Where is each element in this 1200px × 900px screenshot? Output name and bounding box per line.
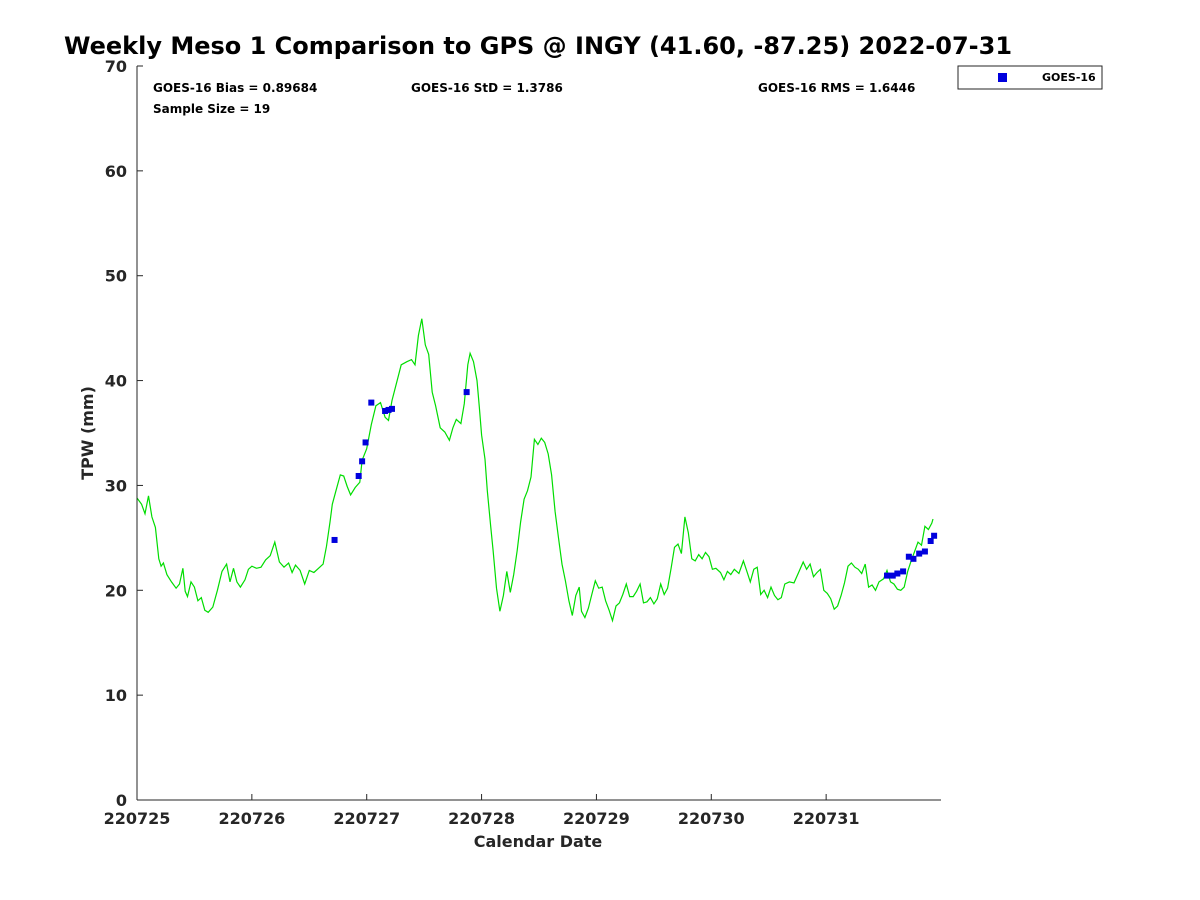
y-ticks: 0 10 20 30 40 50 60 70 bbox=[105, 57, 143, 810]
x-tick-label: 220726 bbox=[218, 809, 285, 828]
legend-marker-goes16 bbox=[998, 73, 1007, 82]
x-tick-label: 220731 bbox=[793, 809, 860, 828]
goes16-point bbox=[916, 550, 923, 557]
y-tick-label: 50 bbox=[105, 267, 127, 286]
legend-box bbox=[957, 65, 1103, 90]
x-tick-label: 220727 bbox=[333, 809, 400, 828]
goes16-point bbox=[385, 406, 392, 413]
goes16-point bbox=[362, 439, 369, 446]
goes16-point bbox=[331, 536, 338, 543]
y-tick-label: 30 bbox=[105, 476, 127, 495]
chart-title: Weekly Meso 1 Comparison to GPS @ INGY (… bbox=[64, 32, 1012, 60]
y-axis-label: TPW (mm) bbox=[78, 386, 97, 480]
legend: GOES-16 bbox=[957, 65, 1103, 90]
goes16-point bbox=[463, 389, 470, 396]
goes16-point bbox=[931, 532, 938, 539]
y-tick-label: 10 bbox=[105, 686, 127, 705]
x-tick-label: 220728 bbox=[448, 809, 515, 828]
plot-area bbox=[137, 66, 941, 800]
bias-stat: GOES-16 Bias = 0.89684 bbox=[153, 81, 317, 95]
y-tick-label: 70 bbox=[105, 57, 127, 76]
goes16-point bbox=[368, 399, 375, 406]
y-tick-label: 40 bbox=[105, 372, 127, 391]
goes16-point bbox=[884, 572, 891, 579]
legend-label-goes16: GOES-16 bbox=[1042, 71, 1096, 84]
x-tick-label: 220730 bbox=[678, 809, 745, 828]
y-tick-label: 60 bbox=[105, 162, 127, 181]
y-tick-label: 20 bbox=[105, 581, 127, 600]
goes16-point bbox=[388, 405, 395, 412]
goes16-point bbox=[910, 555, 917, 562]
x-axis-label: Calendar Date bbox=[474, 832, 603, 851]
x-ticks: 220725 220726 220727 220728 220729 220730 2207… bbox=[104, 794, 860, 828]
sample-size-stat: Sample Size = 19 bbox=[153, 102, 270, 116]
goes16-point bbox=[889, 572, 896, 579]
y-tick-label: 0 bbox=[116, 791, 127, 810]
goes16-point bbox=[359, 458, 366, 465]
goes16-point bbox=[355, 472, 362, 479]
series-layer bbox=[136, 318, 938, 623]
goes16-point bbox=[382, 407, 389, 414]
std-stat: GOES-16 StD = 1.3786 bbox=[411, 81, 563, 95]
goes16-point bbox=[927, 538, 934, 545]
rms-stat: GOES-16 RMS = 1.6446 bbox=[758, 81, 915, 95]
goes16-point bbox=[921, 548, 928, 555]
goes16-point bbox=[894, 570, 901, 577]
goes16-point bbox=[905, 553, 912, 560]
x-tick-label: 220725 bbox=[104, 809, 171, 828]
gps-tpw-line bbox=[136, 318, 934, 623]
x-tick-label: 220729 bbox=[563, 809, 630, 828]
goes16-point bbox=[900, 568, 907, 575]
